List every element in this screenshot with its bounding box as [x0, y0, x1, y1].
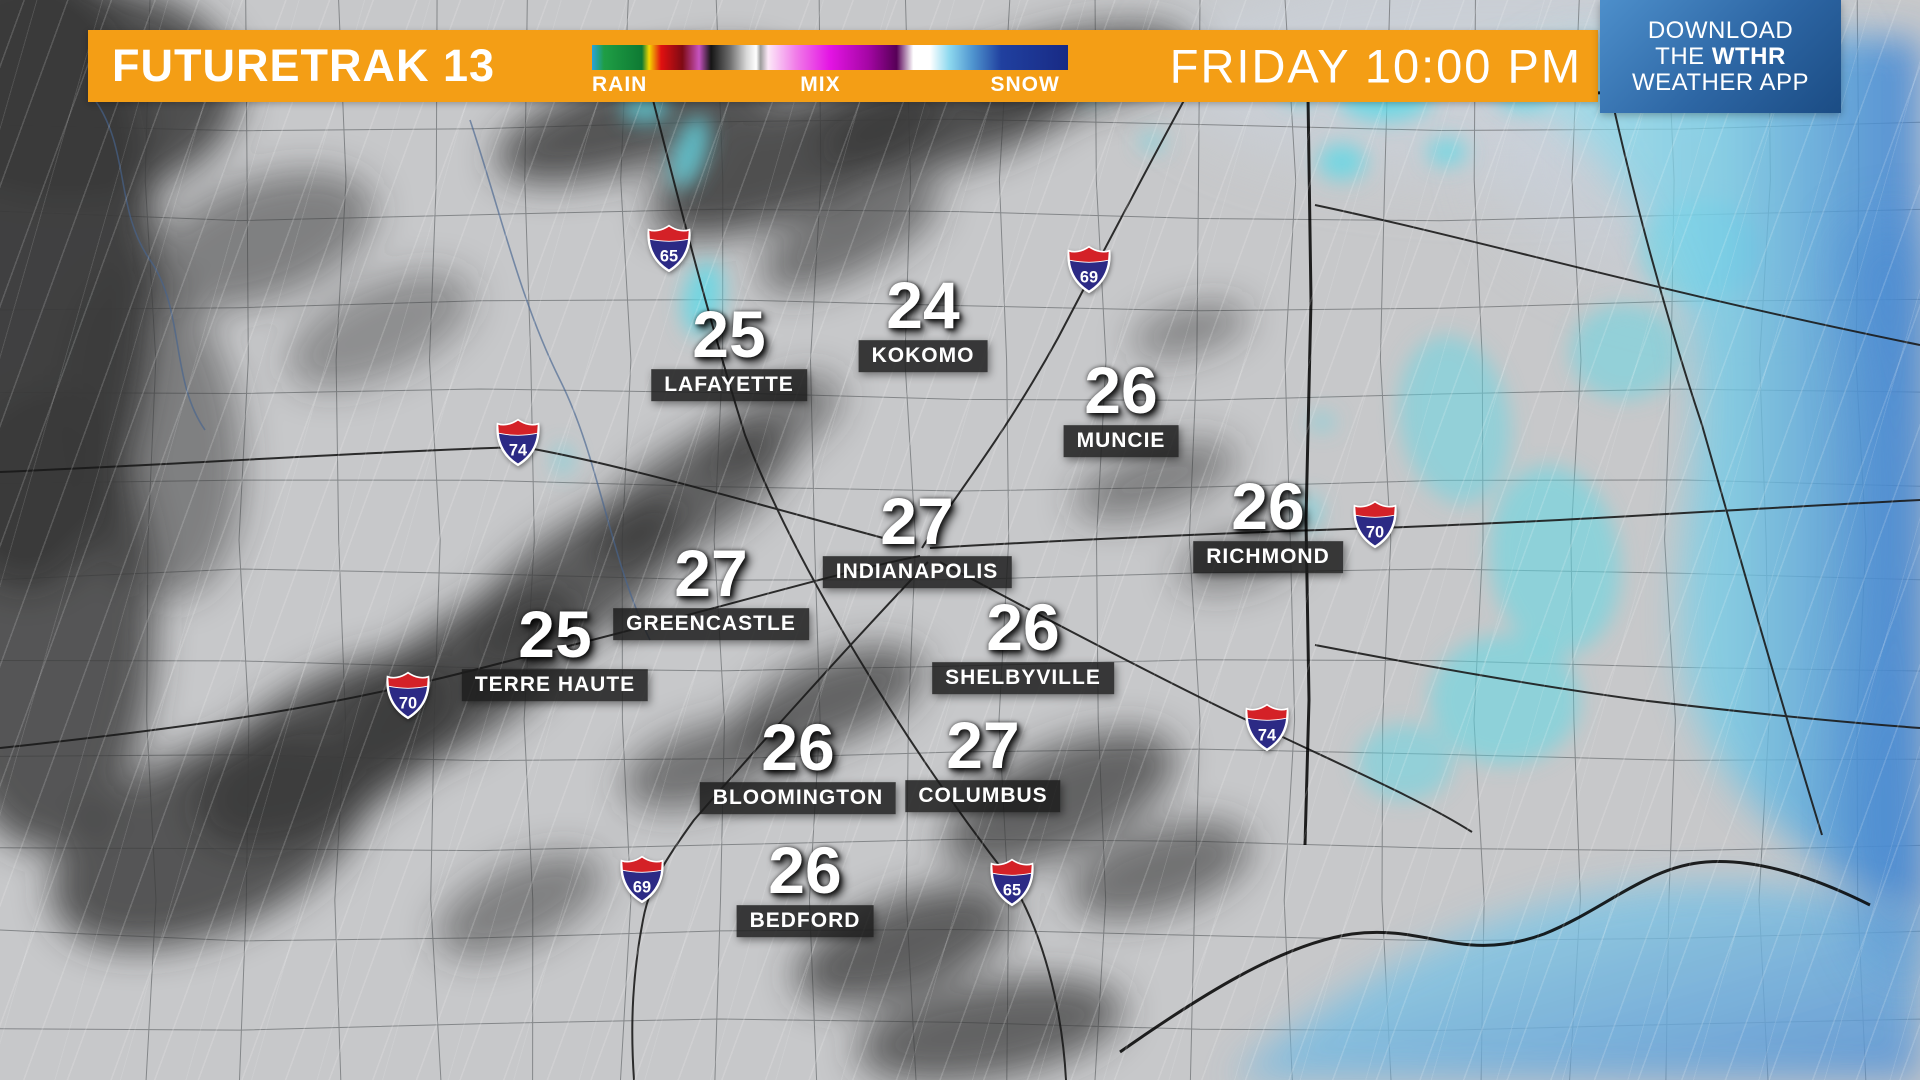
precip-gradient-bar — [592, 45, 1068, 70]
header-bar: FUTURETRAK 13 RAIN MIX SNOW FRIDAY 10:00… — [88, 30, 1598, 102]
city-temperature: 26 — [1231, 469, 1305, 544]
city-temperature: 24 — [886, 268, 960, 343]
legend-label-snow: SNOW — [990, 73, 1060, 96]
city-name-label: TERRE HAUTE — [461, 668, 649, 701]
city-temperature: 27 — [674, 536, 748, 611]
city-marker: 25 LAFAYETTE — [651, 297, 807, 401]
city-temperature: 27 — [946, 708, 1020, 783]
city-name-label: INDIANAPOLIS — [822, 555, 1012, 588]
station-name: WTHR — [1711, 42, 1786, 70]
city-temperature: 26 — [768, 833, 842, 908]
city-temperature: 27 — [880, 484, 954, 559]
svg-text:70: 70 — [399, 695, 417, 713]
interstate-shield-icon: 74 — [496, 418, 540, 472]
city-temperature: 26 — [1084, 353, 1158, 428]
svg-text:70: 70 — [1366, 524, 1384, 542]
city-name-label: KOKOMO — [858, 339, 988, 372]
city-name-label: LAFAYETTE — [651, 368, 807, 401]
city-name-label: SHELBYVILLE — [932, 661, 1114, 694]
city-name-label: BLOOMINGTON — [699, 781, 897, 814]
promo-line3: WEATHER APP — [1631, 68, 1810, 96]
city-name-label: COLUMBUS — [905, 779, 1061, 812]
interstate-shield-icon: 69 — [620, 855, 664, 909]
city-temperature: 25 — [692, 297, 766, 372]
city-marker: 27 INDIANAPOLIS — [822, 484, 1012, 588]
app-title: FUTURETRAK 13 — [112, 40, 496, 91]
svg-text:65: 65 — [660, 248, 678, 266]
city-name-label: BEDFORD — [736, 904, 874, 937]
city-name-label: GREENCASTLE — [613, 607, 809, 640]
forecast-timestamp: FRIDAY 10:00 PM — [1169, 39, 1582, 93]
svg-text:74: 74 — [1258, 727, 1277, 745]
app-promo-box: DOWNLOAD THE WTHR WEATHER APP — [1600, 0, 1841, 113]
city-marker: 26 RICHMOND — [1193, 469, 1343, 573]
promo-line1: DOWNLOAD — [1647, 16, 1794, 44]
city-name-label: RICHMOND — [1193, 540, 1343, 573]
legend-label-rain: RAIN — [592, 73, 648, 96]
interstate-shield-icon: 74 — [1245, 703, 1289, 757]
interstate-shield-icon: 65 — [647, 224, 691, 278]
city-marker: 27 COLUMBUS — [905, 708, 1061, 812]
interstate-shield-icon: 69 — [1067, 245, 1111, 299]
svg-text:69: 69 — [1080, 269, 1098, 287]
city-marker: 24 KOKOMO — [858, 268, 988, 372]
svg-text:69: 69 — [633, 879, 651, 897]
city-marker: 26 SHELBYVILLE — [932, 590, 1114, 694]
svg-text:74: 74 — [509, 442, 528, 460]
precip-legend: RAIN MIX SNOW — [592, 45, 1068, 97]
city-name-label: MUNCIE — [1063, 424, 1179, 457]
city-marker: 26 BEDFORD — [736, 833, 874, 937]
city-marker: 27 GREENCASTLE — [613, 536, 809, 640]
city-temperature: 26 — [761, 710, 835, 785]
city-temperature: 26 — [986, 590, 1060, 665]
promo-line2: THE WTHR — [1655, 42, 1786, 70]
city-marker: 25 TERRE HAUTE — [461, 597, 649, 701]
city-marker: 26 BLOOMINGTON — [699, 710, 897, 814]
interstate-shield-icon: 70 — [386, 671, 430, 725]
city-temperature: 25 — [518, 597, 592, 672]
interstate-shield-icon: 65 — [990, 858, 1034, 912]
interstate-shield-icon: 70 — [1353, 500, 1397, 554]
city-marker: 26 MUNCIE — [1063, 353, 1179, 457]
svg-text:65: 65 — [1003, 882, 1021, 900]
legend-label-mix: MIX — [800, 73, 841, 96]
